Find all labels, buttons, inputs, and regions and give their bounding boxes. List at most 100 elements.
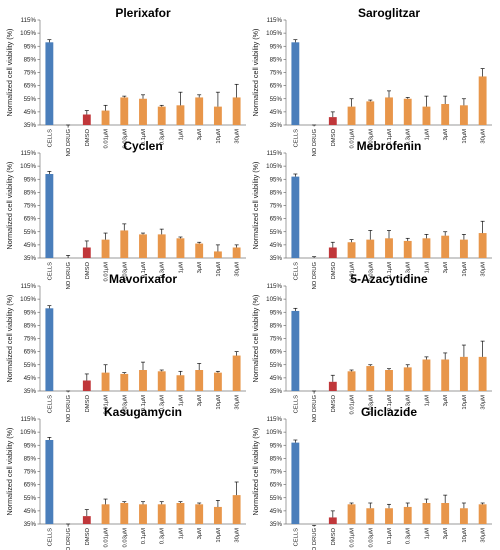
- y-axis-label: Normalized cell viability (%): [5, 29, 14, 117]
- bar: [291, 176, 300, 258]
- chart-panel-6: 5-Azacytidine Normalized cell viability (…: [251, 272, 492, 422]
- chart-title: Saroglitzar: [358, 6, 420, 20]
- x-tick-label: 0.1μM: [387, 262, 393, 278]
- bar: [328, 517, 337, 524]
- y-tick-label: 105%: [20, 429, 36, 436]
- bar: [459, 105, 468, 125]
- bar: [478, 233, 487, 258]
- y-tick-label: 65%: [24, 83, 37, 90]
- y-tick-label: 55%: [270, 495, 283, 502]
- x-tick-label: 0.03μM: [122, 129, 128, 149]
- x-tick-label: 0.1μM: [387, 129, 393, 145]
- x-tick-label: 10μM: [216, 129, 222, 144]
- y-tick-label: 75%: [24, 203, 37, 210]
- y-tick-label: 65%: [270, 216, 283, 223]
- y-axis-label: Normalized cell viability (%): [251, 295, 260, 383]
- bar: [176, 238, 185, 258]
- bar: [459, 239, 468, 258]
- chart-title: Mebrofenin: [357, 139, 422, 153]
- bar: [441, 235, 450, 258]
- bar: [120, 503, 129, 524]
- y-axis-label: Normalized cell viability (%): [251, 162, 260, 250]
- x-tick-label: 0.03μM: [368, 129, 374, 149]
- y-tick-label: 95%: [24, 442, 37, 449]
- bar: [45, 174, 54, 258]
- bar: [291, 442, 300, 524]
- x-tick-label: CELLS: [293, 262, 299, 281]
- y-tick-label: 65%: [270, 349, 283, 356]
- y-tick-label: 75%: [24, 336, 37, 343]
- y-tick-label: 115%: [267, 150, 283, 157]
- y-tick-label: 95%: [24, 43, 37, 50]
- x-tick-label: 0.3μM: [406, 395, 412, 411]
- x-tick-label: 0.3μM: [406, 528, 412, 544]
- bar: [347, 242, 356, 258]
- bar: [45, 440, 54, 524]
- x-tick-label: 10μM: [462, 129, 468, 144]
- y-tick-label: 45%: [24, 508, 37, 515]
- bar: [157, 371, 166, 391]
- y-tick-label: 95%: [270, 309, 283, 316]
- y-tick-label: 45%: [24, 375, 37, 382]
- bar: [347, 106, 356, 125]
- bar: [422, 238, 431, 258]
- y-axis-label: Normalized cell viability (%): [251, 428, 260, 516]
- bar: [441, 104, 450, 125]
- y-tick-label: 95%: [24, 309, 37, 316]
- bar: [403, 506, 412, 524]
- y-tick-label: 115%: [21, 416, 37, 423]
- y-axis-label: Normalized cell viability (%): [5, 428, 14, 516]
- x-tick-label: 30μM: [481, 262, 487, 277]
- chart-title: Cyclen: [123, 139, 162, 153]
- bar: [45, 42, 54, 125]
- x-tick-label: DMSO: [331, 129, 337, 147]
- bar: [45, 308, 54, 391]
- y-tick-label: 55%: [270, 362, 283, 369]
- x-tick-label: 1μM: [178, 129, 184, 141]
- x-tick-label: 0.01μM: [104, 129, 110, 149]
- chart-panel-1: Plerixafor Normalized cell viability (%) 3…: [5, 6, 246, 156]
- y-tick-label: 115%: [267, 17, 283, 24]
- x-tick-label: 1μM: [178, 395, 184, 407]
- x-tick-label: 1μM: [424, 129, 430, 141]
- y-tick-label: 45%: [270, 242, 283, 249]
- bar: [82, 114, 91, 125]
- x-tick-label: 3μM: [443, 528, 449, 540]
- x-tick-label: 0.1μM: [141, 395, 147, 411]
- x-tick-label: CELLS: [47, 528, 53, 547]
- x-tick-label: 1μM: [178, 262, 184, 274]
- x-tick-label: 30μM: [481, 129, 487, 144]
- chart-panel-4: Mebrofenin Normalized cell viability (%) 3…: [251, 139, 492, 289]
- bar: [347, 371, 356, 391]
- y-tick-label: 55%: [24, 96, 37, 103]
- y-axis-label: Normalized cell viability (%): [251, 29, 260, 117]
- y-tick-label: 115%: [21, 17, 37, 24]
- y-tick-label: 115%: [21, 283, 37, 290]
- x-tick-label: 30μM: [235, 528, 241, 543]
- x-tick-label: 30μM: [481, 528, 487, 543]
- y-tick-label: 85%: [24, 322, 37, 329]
- y-tick-label: 105%: [266, 30, 282, 37]
- x-tick-label: 0.3μM: [160, 528, 166, 544]
- y-tick-label: 75%: [270, 469, 283, 476]
- y-tick-label: 115%: [267, 416, 283, 423]
- bar: [366, 366, 375, 391]
- y-tick-label: 35%: [270, 388, 283, 395]
- chart-title: Mavorixafor: [109, 272, 177, 286]
- chart-panel-2: Saroglitzar Normalized cell viability (%)…: [251, 6, 492, 156]
- y-tick-label: 105%: [20, 30, 36, 37]
- bar: [101, 239, 110, 258]
- bar: [157, 504, 166, 524]
- y-tick-label: 65%: [24, 349, 37, 356]
- bar: [403, 367, 412, 391]
- y-tick-label: 65%: [24, 216, 37, 223]
- bar: [441, 503, 450, 524]
- bar: [232, 247, 241, 258]
- x-tick-label: 0.3μM: [406, 262, 412, 278]
- bar: [459, 356, 468, 391]
- y-tick-label: 35%: [24, 255, 37, 262]
- bar: [213, 372, 222, 391]
- y-tick-label: 75%: [270, 203, 283, 210]
- x-tick-label: 0.1μM: [387, 528, 393, 544]
